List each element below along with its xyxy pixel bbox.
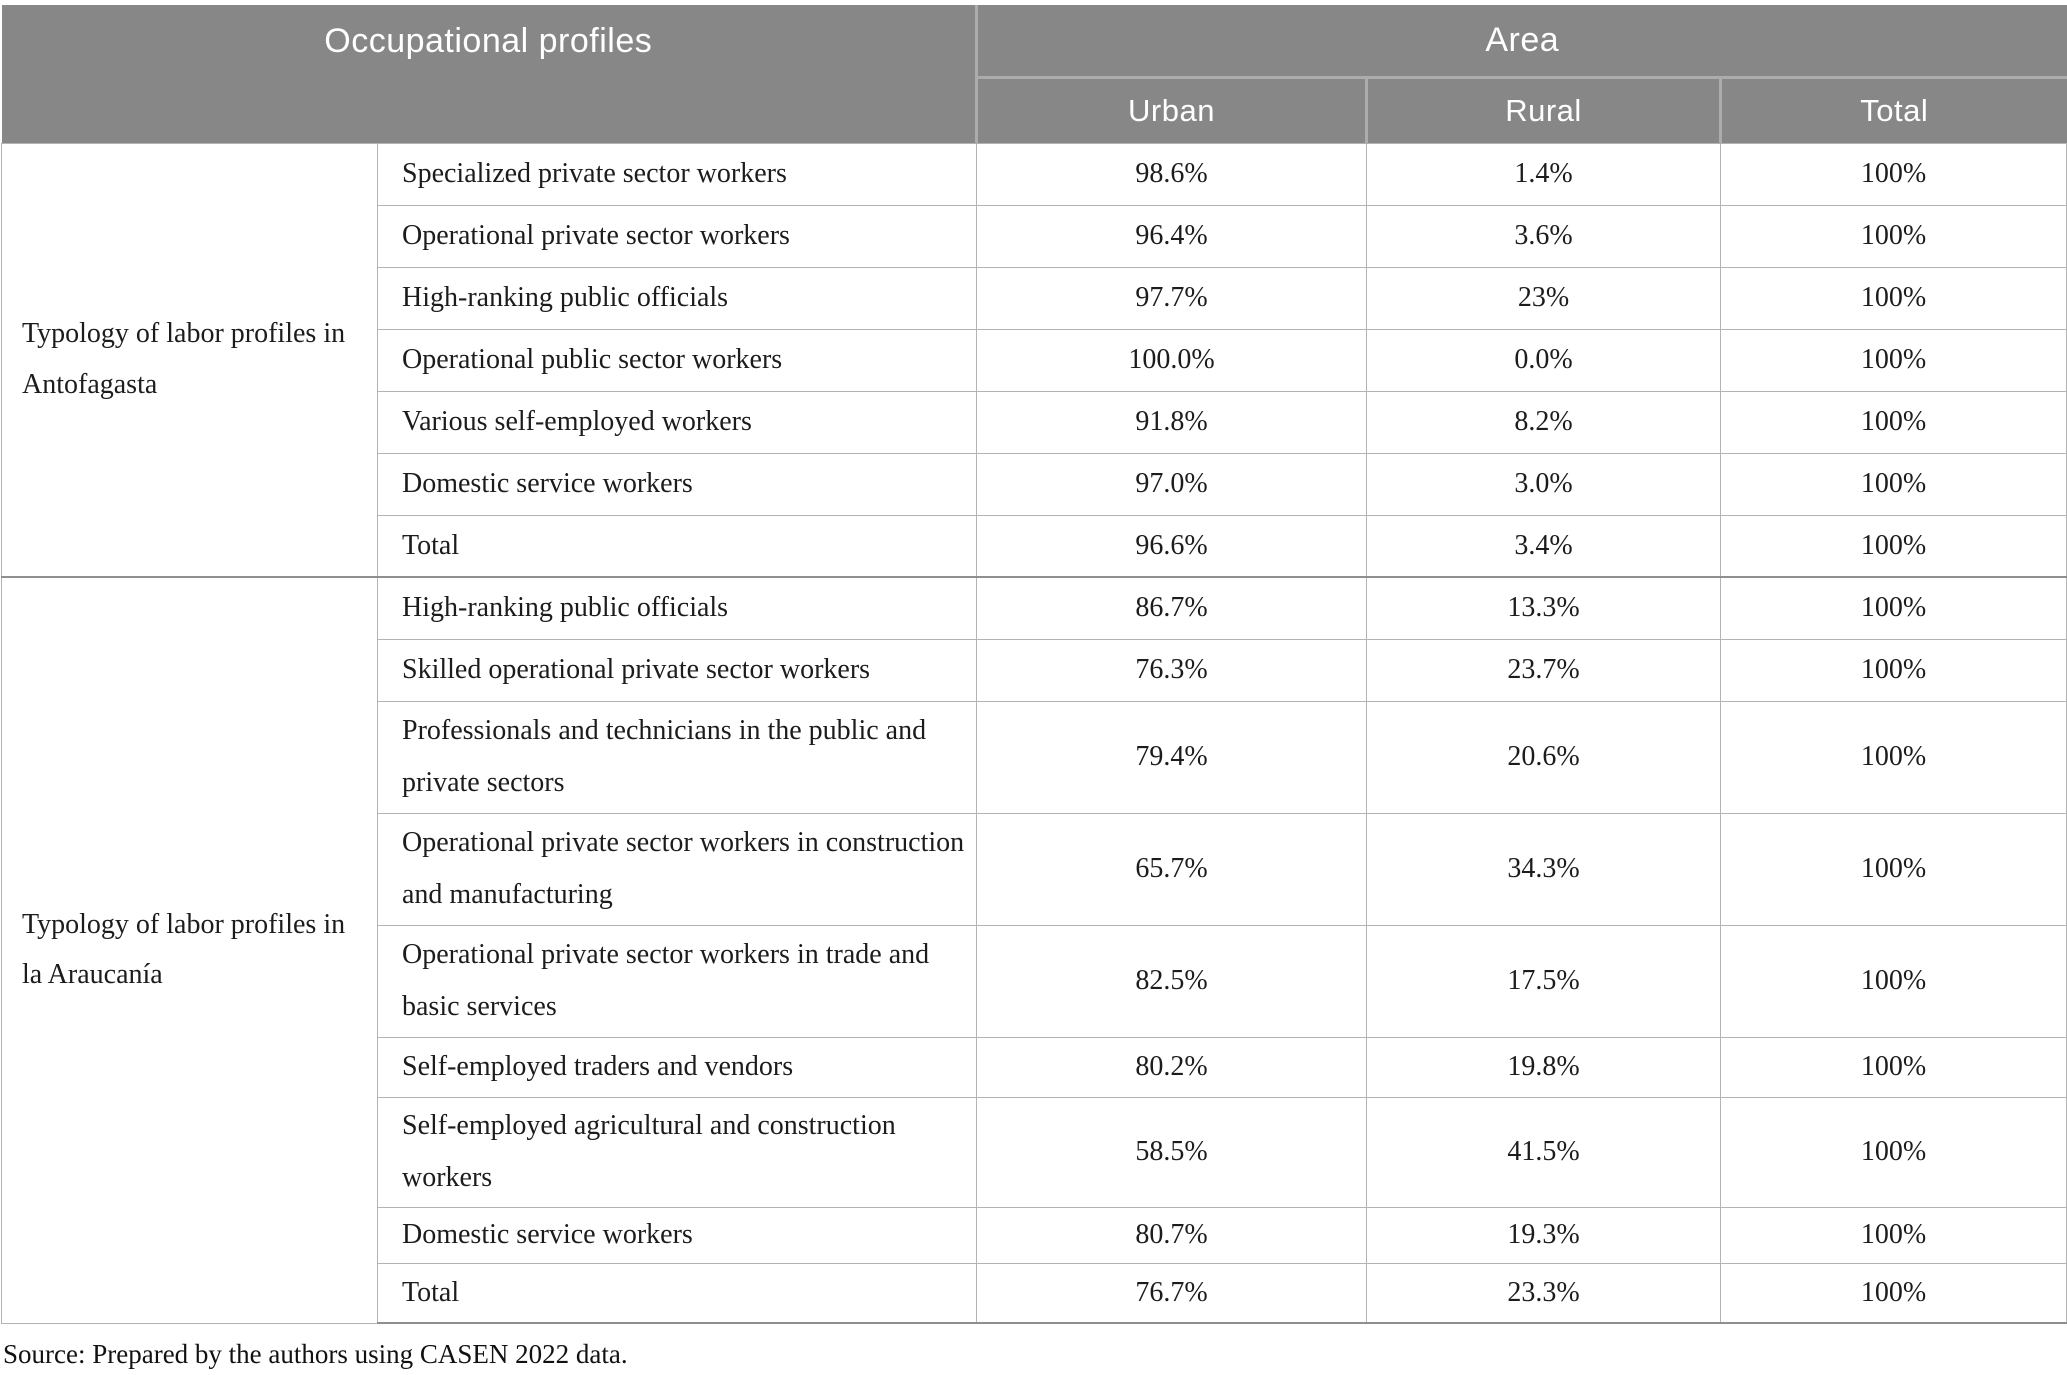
column-header-urban: Urban: [976, 77, 1367, 143]
rural-value: 17.5%: [1366, 924, 1722, 1038]
urban-value: 96.4%: [976, 204, 1368, 268]
table-row: Typology of labor profiles in la Araucan…: [1, 576, 2067, 1324]
group-label-line: Antofagasta: [22, 368, 158, 400]
source-note: Source: Prepared by the authors using CA…: [3, 1339, 628, 1369]
rural-value: 3.4%: [1366, 514, 1722, 578]
profile-cell: Self-employed agricultural and construct…: [376, 1096, 978, 1208]
profile-cell: Total: [376, 514, 978, 578]
urban-value: 97.0%: [976, 452, 1368, 516]
table-row: Typology of labor profiles in Antofagast…: [1, 142, 2067, 578]
urban-value: 79.4%: [976, 700, 1368, 814]
column-header-rural: Rural: [1365, 77, 1721, 143]
rural-value: 1.4%: [1366, 142, 1722, 206]
total-value: 100%: [1720, 576, 2067, 640]
table-row: Professionals and technicians in the pub…: [2, 700, 2067, 814]
total-value: 100%: [1720, 328, 2067, 392]
profile-cell: Specialized private sector workers: [376, 142, 978, 206]
table-row: Operational private sector workers in tr…: [2, 924, 2067, 1038]
urban-value: 80.2%: [976, 1036, 1368, 1098]
header-occupational-profiles-label: Occupational profiles: [324, 21, 653, 60]
profile-cell: Domestic service workers: [376, 452, 978, 516]
urban-value: 76.7%: [976, 1262, 1368, 1324]
rural-value: 0.0%: [1366, 328, 1722, 392]
rural-value: 23%: [1366, 266, 1722, 330]
profile-cell: Various self-employed workers: [376, 390, 978, 454]
table-row: Operational private sector workers 96.4%…: [2, 204, 2067, 268]
profile-cell: High-ranking public officials: [376, 576, 978, 640]
total-value: 100%: [1720, 142, 2067, 206]
rural-value: 19.8%: [1366, 1036, 1722, 1098]
column-header-total: Total: [1719, 77, 2067, 143]
total-value: 100%: [1720, 266, 2067, 330]
total-value: 100%: [1720, 700, 2067, 814]
table-row: Operational public sector workers 100.0%…: [2, 328, 2067, 392]
table-row: Domestic service workers 97.0% 3.0% 100%: [2, 452, 2067, 516]
profile-cell: High-ranking public officials: [376, 266, 978, 330]
rural-value: 19.3%: [1366, 1206, 1722, 1264]
table-row-total: Total 76.7% 23.3% 100%: [2, 1262, 2067, 1324]
table-header: Occupational profiles Area Urban Rural T…: [1, 5, 2067, 143]
total-value: 100%: [1720, 638, 2067, 702]
group-label-line: Typology of labor profiles in: [22, 318, 346, 350]
occupational-profiles-table: Occupational profiles Area Urban Rural T…: [1, 5, 2067, 1324]
total-value: 100%: [1720, 1262, 2067, 1324]
profile-cell: Operational private sector workers: [376, 204, 978, 268]
total-value: 100%: [1720, 924, 2067, 1038]
group-label-antofagasta: Typology of labor profiles in Antofagast…: [1, 142, 378, 578]
total-value: 100%: [1720, 390, 2067, 454]
urban-value: 100.0%: [976, 328, 1368, 392]
group-label-line: Typology of labor profiles in: [22, 908, 346, 940]
table-row-total: Total 96.6% 3.4% 100%: [2, 514, 2067, 578]
urban-value: 58.5%: [976, 1096, 1368, 1208]
header-area: Area: [976, 5, 2067, 79]
total-value: 100%: [1720, 514, 2067, 578]
rural-value: 41.5%: [1366, 1096, 1722, 1208]
urban-value: 97.7%: [976, 266, 1368, 330]
rural-value: 3.6%: [1366, 204, 1722, 268]
group-label-araucania: Typology of labor profiles in la Araucan…: [1, 576, 378, 1324]
profile-cell: Skilled operational private sector worke…: [376, 638, 978, 702]
rural-value: 13.3%: [1366, 576, 1722, 640]
urban-value: 65.7%: [976, 812, 1368, 926]
total-value: 100%: [1720, 812, 2067, 926]
table-row: Self-employed traders and vendors 80.2% …: [2, 1036, 2067, 1098]
profile-cell: Operational private sector workers in tr…: [376, 924, 978, 1038]
total-value: 100%: [1720, 1036, 2067, 1098]
total-value: 100%: [1720, 204, 2067, 268]
urban-value: 76.3%: [976, 638, 1368, 702]
profile-cell: Professionals and technicians in the pub…: [376, 700, 978, 814]
total-value: 100%: [1720, 452, 2067, 516]
profile-cell: Operational private sector workers in co…: [376, 812, 978, 926]
urban-value: 86.7%: [976, 576, 1368, 640]
header-occupational-profiles: Occupational profiles: [1, 5, 979, 143]
urban-value: 96.6%: [976, 514, 1368, 578]
profile-cell: Operational public sector workers: [376, 328, 978, 392]
rural-value: 20.6%: [1366, 700, 1722, 814]
profile-cell: Self-employed traders and vendors: [376, 1036, 978, 1098]
profile-cell: Domestic service workers: [376, 1206, 978, 1264]
urban-value: 82.5%: [976, 924, 1368, 1038]
group-araucania: Typology of labor profiles in la Araucan…: [1, 576, 2067, 1324]
urban-value: 80.7%: [976, 1206, 1368, 1264]
urban-value: 98.6%: [976, 142, 1368, 206]
total-value: 100%: [1720, 1206, 2067, 1264]
rural-value: 23.3%: [1366, 1262, 1722, 1324]
urban-value: 91.8%: [976, 390, 1368, 454]
table-row: Skilled operational private sector worke…: [2, 638, 2067, 702]
group-label-line: la Araucanía: [22, 959, 163, 991]
rural-value: 8.2%: [1366, 390, 1722, 454]
table-row: Self-employed agricultural and construct…: [2, 1096, 2067, 1208]
profile-cell: Total: [376, 1262, 978, 1324]
table-row: High-ranking public officials 97.7% 23% …: [2, 266, 2067, 330]
table-row: Domestic service workers 80.7% 19.3% 100…: [2, 1206, 2067, 1264]
total-value: 100%: [1720, 1096, 2067, 1208]
rural-value: 34.3%: [1366, 812, 1722, 926]
group-antofagasta: Typology of labor profiles in Antofagast…: [1, 142, 2067, 578]
rural-value: 3.0%: [1366, 452, 1722, 516]
rural-value: 23.7%: [1366, 638, 1722, 702]
